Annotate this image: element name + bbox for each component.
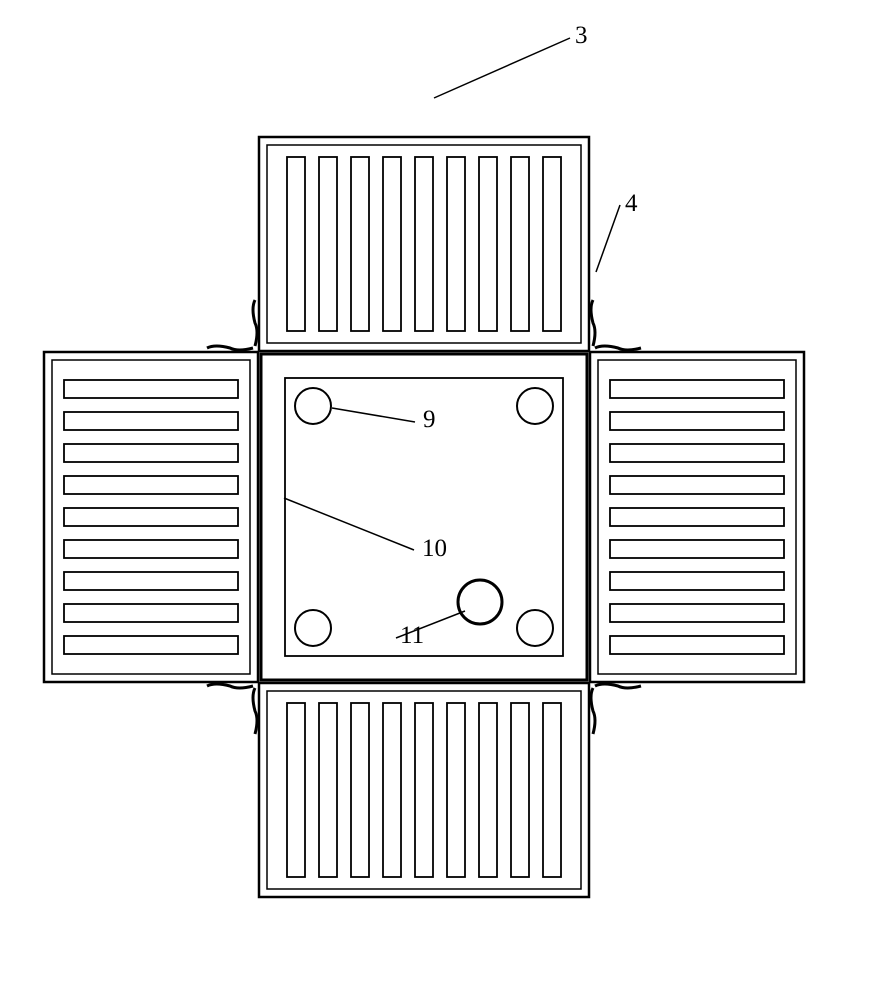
label-10: 10 bbox=[422, 535, 447, 563]
label-3: 3 bbox=[575, 22, 588, 50]
diagram-canvas bbox=[0, 0, 870, 1000]
label-4: 4 bbox=[625, 190, 638, 218]
label-9: 9 bbox=[423, 406, 436, 434]
label-11: 11 bbox=[400, 622, 424, 650]
